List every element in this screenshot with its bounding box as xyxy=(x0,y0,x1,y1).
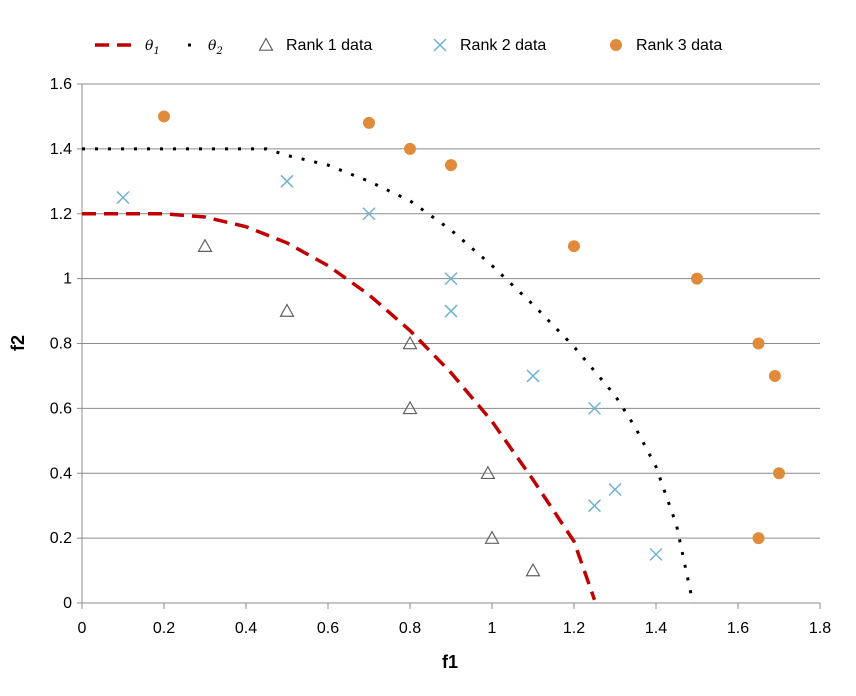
data-point xyxy=(402,335,418,350)
legend-label: θ1 xyxy=(145,38,160,57)
legend-swatch xyxy=(433,38,447,52)
series-line-1 xyxy=(82,147,695,604)
x-tick-label: 0 xyxy=(78,620,87,637)
data-point xyxy=(363,116,375,129)
cross-stroke xyxy=(116,191,130,205)
legend-item-1: θ2 xyxy=(188,38,223,57)
data-point xyxy=(649,547,663,561)
legend-label-subscript: 2 xyxy=(215,46,222,57)
data-point xyxy=(280,174,294,188)
series-2 xyxy=(197,238,541,577)
data-point xyxy=(484,530,500,544)
y-tick-label: 1.2 xyxy=(50,206,72,223)
data-point xyxy=(404,142,416,155)
legend-item-4: Rank 3 data xyxy=(610,37,722,54)
data-point xyxy=(768,369,781,382)
legend-label: Rank 1 data xyxy=(286,37,372,54)
data-point xyxy=(568,240,580,253)
y-tick-label: 0.4 xyxy=(50,465,72,482)
data-point xyxy=(158,110,170,123)
cross-stroke xyxy=(526,369,540,383)
cross-stroke xyxy=(280,174,294,188)
data-point xyxy=(444,272,458,286)
y-tick-label: 0 xyxy=(63,595,72,612)
cross-stroke xyxy=(444,272,458,286)
x-tick-label: 0.6 xyxy=(317,620,339,637)
legend-label: Rank 3 data xyxy=(636,37,722,54)
x-axis-title: f1 xyxy=(442,652,458,672)
series-layer xyxy=(82,110,785,604)
data-point xyxy=(116,191,130,205)
legend-item-0: θ1 xyxy=(95,38,160,57)
data-point xyxy=(197,238,213,252)
legend-label-base: θ xyxy=(208,38,217,54)
data-point xyxy=(691,272,703,285)
x-tick-label: 1.6 xyxy=(727,620,749,637)
data-point xyxy=(608,482,622,496)
legend-swatch xyxy=(610,39,622,51)
data-point xyxy=(773,467,785,480)
data-point xyxy=(587,499,602,513)
data-point xyxy=(445,159,457,172)
data-point xyxy=(402,400,418,415)
series-4 xyxy=(158,110,785,545)
data-point xyxy=(362,207,376,221)
legend-label-base: θ xyxy=(145,38,154,54)
x-tick-label: 1.4 xyxy=(645,620,667,637)
x-tick-label: 0.8 xyxy=(399,620,421,637)
series-0 xyxy=(82,212,597,601)
y-tick-label: 0.2 xyxy=(50,530,72,547)
legend-label-subscript: 1 xyxy=(153,46,159,57)
y-tick-label: 0.6 xyxy=(50,400,72,417)
legend-label: θ2 xyxy=(208,38,223,57)
series-3 xyxy=(116,174,663,561)
legend-swatch xyxy=(258,37,274,51)
cross-stroke xyxy=(433,38,447,52)
data-point xyxy=(752,532,765,545)
cross-stroke xyxy=(362,207,376,221)
data-point xyxy=(587,401,602,415)
legend-item-2: Rank 1 data xyxy=(258,37,372,54)
data-point xyxy=(526,369,540,383)
data-point xyxy=(752,337,765,350)
cross-stroke xyxy=(608,482,622,496)
data-point xyxy=(525,562,541,577)
x-tick-label: 1.2 xyxy=(563,620,585,637)
y-axis-title: f2 xyxy=(8,335,28,351)
axes: 0 0.2 0.4 0.6 0.8 1 1.2 1.4 1.6 0 0.2 0.4 0.6 0.8 1 1.2… xyxy=(50,76,831,637)
legend: θ1 θ2 Rank 1 data Rank 2 data Rank 3 data xyxy=(95,37,722,57)
cross-stroke xyxy=(587,401,602,415)
x-tick-label: 0.2 xyxy=(153,620,175,637)
y-tick-label: 1.6 xyxy=(50,76,72,93)
x-tick-label: 1.8 xyxy=(809,620,831,637)
series-1 xyxy=(82,147,695,604)
legend-item-3: Rank 2 data xyxy=(433,37,546,54)
cross-stroke xyxy=(444,304,458,318)
legend-label: Rank 2 data xyxy=(460,37,546,54)
y-tick-label: 0.8 xyxy=(50,336,72,353)
y-tick-label: 1 xyxy=(63,271,72,288)
data-point xyxy=(279,303,295,317)
cross-stroke xyxy=(649,547,663,561)
x-tick-label: 0.4 xyxy=(235,620,257,637)
data-point xyxy=(444,304,458,318)
data-point xyxy=(480,465,496,480)
y-tick-label: 1.4 xyxy=(50,141,72,158)
series-line-0 xyxy=(82,212,597,601)
x-tick-label: 1 xyxy=(488,620,497,637)
cross-stroke xyxy=(587,499,602,513)
